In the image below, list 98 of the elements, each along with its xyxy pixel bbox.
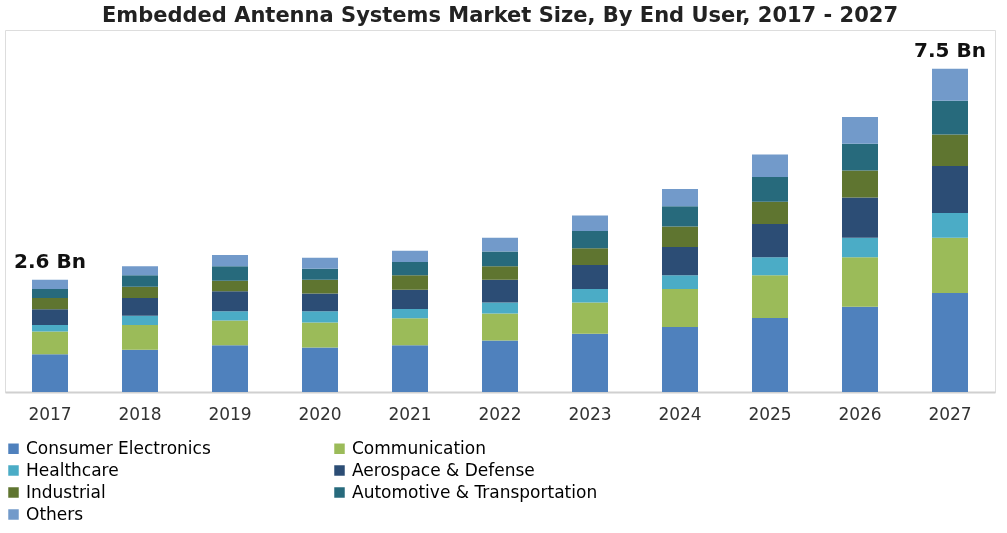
bar <box>32 297 68 310</box>
bar <box>572 333 608 392</box>
legend-label: Others <box>26 503 84 524</box>
bar <box>662 246 698 276</box>
bar <box>32 288 68 298</box>
bar <box>932 68 968 101</box>
bar <box>302 322 338 348</box>
bar <box>212 291 248 312</box>
bar <box>932 166 968 213</box>
bar <box>302 257 338 269</box>
bar <box>662 275 698 289</box>
bar <box>932 212 968 238</box>
bar <box>842 257 878 307</box>
bar <box>572 248 608 265</box>
bar <box>572 215 608 232</box>
bar <box>842 197 878 238</box>
bar <box>392 262 428 276</box>
chart-title: Embedded Antenna Systems Market Size, By End User, 2017 - 2027 <box>101 3 899 27</box>
x-tick-label: 2023 <box>568 403 612 424</box>
bar <box>212 345 248 392</box>
bar <box>212 280 248 292</box>
bar <box>482 279 518 303</box>
legend-label: Communication <box>352 437 486 458</box>
x-tick-label: 2017 <box>28 403 72 424</box>
bar <box>302 347 338 392</box>
bar <box>32 331 68 355</box>
x-tick-label: 2018 <box>118 403 162 424</box>
bar <box>932 237 968 294</box>
bar <box>212 320 248 346</box>
bar <box>212 254 248 267</box>
bar <box>752 275 788 318</box>
bar <box>212 311 248 321</box>
bar <box>932 293 968 392</box>
bar <box>482 340 518 392</box>
bar <box>842 143 878 171</box>
bar <box>752 154 788 178</box>
bar <box>842 237 878 258</box>
bar <box>752 177 788 202</box>
bar <box>392 275 428 290</box>
bar <box>482 251 518 267</box>
bar <box>32 279 68 289</box>
bar <box>572 231 608 249</box>
x-tick-label: 2027 <box>928 403 972 424</box>
legend-label: Automotive & Transportation <box>352 481 598 502</box>
bar <box>842 170 878 198</box>
x-tick-label: 2025 <box>748 403 792 424</box>
x-tick-label: 2020 <box>298 403 342 424</box>
legend-label: Consumer Electronics <box>26 437 211 458</box>
bar <box>212 266 248 281</box>
bar <box>572 264 608 289</box>
bar <box>392 289 428 309</box>
x-tick-label: 2024 <box>658 403 702 424</box>
legend-label: Healthcare <box>26 459 119 480</box>
bar <box>122 349 158 392</box>
bar <box>752 257 788 276</box>
x-tick-label: 2019 <box>208 403 252 424</box>
bar <box>572 288 608 303</box>
bar <box>932 134 968 167</box>
x-tick-label: 2022 <box>478 403 522 424</box>
x-tick-label: 2021 <box>388 403 432 424</box>
bar <box>302 279 338 294</box>
bar <box>662 226 698 247</box>
bar <box>392 345 428 392</box>
bar <box>32 309 68 326</box>
annotation: 7.5 Bn <box>914 37 986 62</box>
bar <box>932 100 968 135</box>
bar <box>122 297 158 316</box>
legend-label: Aerospace & Defense <box>352 459 535 480</box>
bar <box>842 306 878 392</box>
bar <box>662 189 698 207</box>
bar <box>302 311 338 323</box>
bar <box>842 116 878 144</box>
bar <box>392 250 428 263</box>
bar <box>752 223 788 258</box>
bar <box>482 237 518 252</box>
bar <box>122 325 158 350</box>
bar <box>302 293 338 312</box>
bar <box>752 317 788 392</box>
bar <box>302 268 338 280</box>
bar <box>122 315 158 326</box>
bar <box>32 325 68 332</box>
bar <box>392 318 428 346</box>
bar <box>482 313 518 341</box>
bar <box>662 327 698 392</box>
bar <box>122 275 158 287</box>
bar <box>392 308 428 319</box>
bar <box>662 288 698 328</box>
bar <box>122 266 158 276</box>
x-tick-label: 2026 <box>838 403 882 424</box>
bar <box>752 201 788 224</box>
legend-label: Industrial <box>26 481 106 502</box>
bar <box>482 302 518 314</box>
bar <box>482 266 518 280</box>
bar <box>32 354 68 392</box>
annotation: 2.6 Bn <box>14 248 86 273</box>
bar <box>662 206 698 227</box>
bar <box>122 286 158 298</box>
bar <box>572 302 608 334</box>
